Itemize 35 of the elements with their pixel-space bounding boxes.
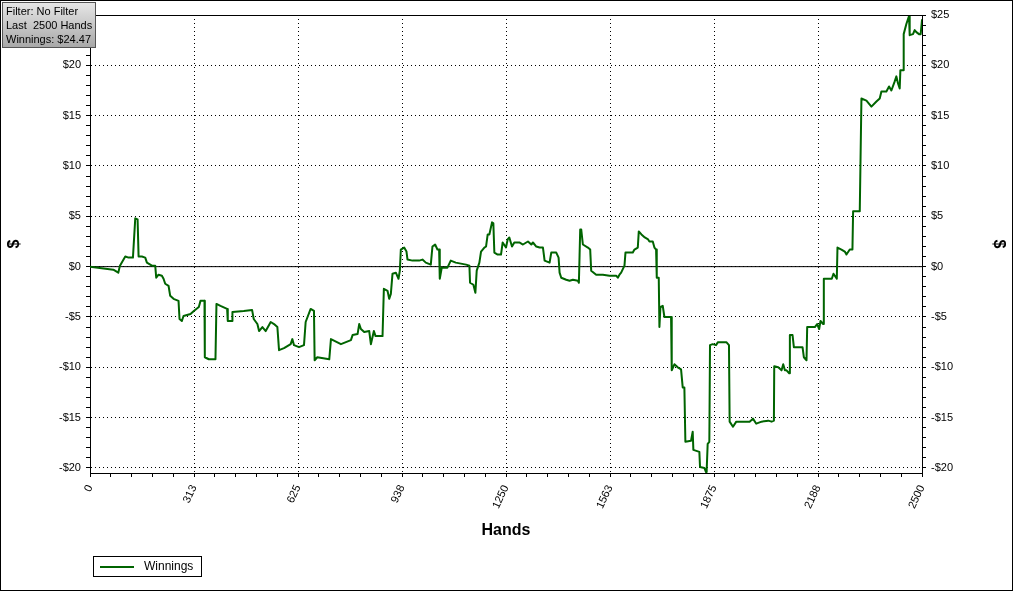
y2-tick-label: $0: [931, 259, 944, 272]
y-tick-label: -$10: [58, 360, 81, 373]
y2-tick-label: $15: [931, 108, 950, 121]
y-tick-label: -$15: [58, 410, 81, 423]
y-tick-label: $0: [68, 259, 81, 272]
y2-tick-label: $10: [931, 159, 950, 172]
x-tick-label: 1563: [593, 482, 615, 511]
y-tick-label: $10: [62, 159, 81, 172]
x-tick-label: 0: [81, 482, 95, 494]
y2-tick-label: -$15: [931, 410, 954, 423]
y-tick-label: $15: [62, 108, 81, 121]
y2-tick-label: $20: [931, 58, 950, 71]
x-tick-label: 938: [387, 482, 407, 505]
y2-tick-label: $5: [931, 209, 944, 222]
y2-tick-label: -$5: [931, 310, 947, 323]
x-axis-title: Hands: [481, 520, 531, 538]
annotation: Winnings: $24.47: [6, 32, 92, 46]
y-tick-label: $20: [62, 58, 81, 71]
x-tick-label: 2188: [801, 482, 823, 511]
y-tick-label: $5: [68, 209, 81, 222]
y-tick-label: -$5: [65, 310, 81, 323]
x-tick-label: 625: [283, 482, 303, 505]
annotation: Last 2500 Hands: [6, 18, 93, 32]
y-axis-title: $: [5, 239, 23, 249]
y2-tick-label: $25: [931, 8, 950, 21]
y2-tick-label: -$20: [931, 461, 954, 473]
x-tick-label: 1875: [697, 482, 719, 511]
y2-tick-label: -$10: [931, 360, 954, 373]
x-tick-label: 313: [179, 482, 199, 505]
x-tick-label: 1250: [489, 482, 511, 511]
x-tick-label: 2500: [905, 482, 927, 511]
legend-label: Winnings: [144, 559, 194, 574]
text: Filter: No Filter: [6, 4, 80, 18]
y-tick-label: -$20: [58, 461, 81, 473]
y2-axis-title: $: [990, 239, 1008, 249]
